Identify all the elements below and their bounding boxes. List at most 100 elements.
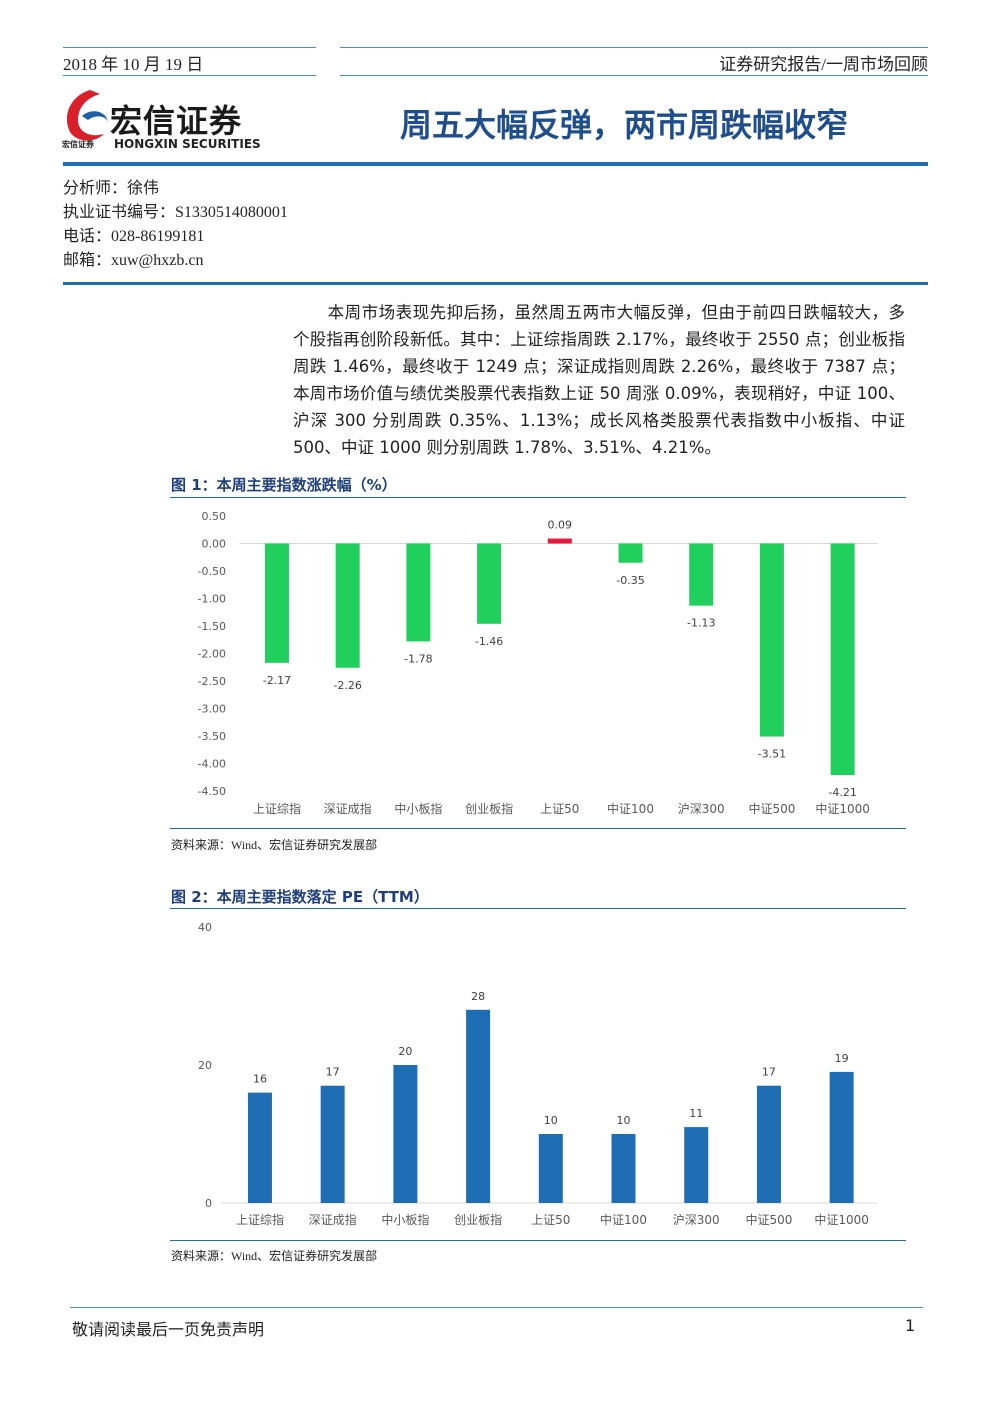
y-tick-label: -1.00 (198, 593, 226, 606)
bar (477, 543, 502, 624)
rule (170, 497, 906, 498)
bar (466, 1009, 491, 1203)
analyst-line: 电话：028-86199181 (63, 228, 205, 245)
x-tick-label: 中证500 (748, 801, 795, 816)
bar (618, 543, 643, 563)
x-tick-label: 深证成指 (309, 1212, 357, 1227)
value-label: -1.13 (687, 617, 715, 630)
y-tick-label: -2.50 (198, 675, 226, 688)
body-paragraph: 本周市场表现先抑后扬，虽然周五两市大幅反弹，但由于前四日跌幅较大，多个股指再创阶… (293, 303, 905, 457)
bar (756, 1085, 781, 1203)
bar (335, 543, 360, 668)
value-label: 11 (689, 1107, 703, 1120)
x-tick-label: 上证综指 (236, 1212, 284, 1227)
y-tick-label: 40 (198, 921, 212, 934)
rule (63, 75, 316, 76)
y-tick-label: 0 (205, 1197, 212, 1210)
bar (830, 543, 855, 776)
analyst-line: 邮箱：xuw@hxzb.cn (63, 252, 204, 269)
value-label: -1.46 (475, 635, 503, 648)
x-tick-label: 深证成指 (324, 801, 372, 816)
x-tick-label: 创业板指 (465, 801, 513, 816)
y-tick-label: -4.00 (198, 758, 226, 771)
y-tick-label: 0.00 (202, 538, 227, 551)
x-tick-label: 中小板指 (381, 1212, 429, 1227)
bar (320, 1085, 345, 1203)
analyst-info: 分析师：徐伟 执业证书编号：S1330514080001 电话：028-8619… (63, 177, 288, 273)
bar (684, 1127, 709, 1203)
bar (689, 543, 714, 606)
y-tick-label: 0.50 (202, 510, 227, 523)
bar (247, 1092, 272, 1203)
logo-text: 宏信证券 (110, 102, 243, 140)
value-label: -1.78 (404, 652, 432, 665)
rule (340, 47, 928, 48)
x-tick-label: 中证500 (745, 1212, 792, 1227)
bar (611, 1134, 636, 1203)
y-tick-label: -0.50 (198, 565, 226, 578)
figure-title: 图 1：本周主要指数涨跌幅（%） (171, 476, 397, 494)
value-label: 10 (617, 1114, 631, 1127)
x-tick-label: 中小板指 (394, 801, 442, 816)
y-tick-label: -3.00 (198, 703, 226, 716)
y-tick-label: -1.50 (198, 620, 226, 633)
value-label: -4.21 (828, 786, 856, 799)
value-label: 17 (326, 1066, 340, 1079)
figure-title: 图 2：本周主要指数落定 PE（TTM） (171, 888, 429, 906)
bar (406, 543, 431, 642)
x-tick-label: 创业板指 (454, 1212, 502, 1227)
x-tick-label: 沪深300 (673, 1213, 720, 1227)
rule (170, 908, 906, 909)
value-label: -2.26 (333, 679, 361, 692)
y-tick-label: 20 (198, 1059, 212, 1072)
logo-english: HONGXIN SECURITIES (114, 137, 261, 151)
value-label: 28 (471, 990, 485, 1003)
x-tick-label: 中证1000 (815, 801, 870, 816)
figure-source: 资料来源：Wind、宏信证券研究发展部 (171, 838, 378, 852)
rule (63, 162, 928, 166)
x-tick-label: 沪深300 (678, 802, 725, 816)
value-label: 16 (253, 1073, 267, 1086)
x-tick-label: 中证100 (607, 801, 654, 816)
bar (829, 1071, 854, 1203)
value-label: -0.35 (616, 574, 644, 587)
bar (538, 1134, 563, 1203)
y-tick-label: -2.00 (198, 648, 226, 661)
y-tick-label: -3.50 (198, 730, 226, 743)
analyst-line: 执业证书编号：S1330514080001 (63, 204, 288, 221)
value-label: 10 (544, 1114, 558, 1127)
report-title: 周五大幅反弹，两市周跌幅收窄 (400, 106, 849, 144)
value-label: 17 (762, 1066, 776, 1079)
bar (264, 543, 289, 663)
x-tick-label: 上证50 (531, 1213, 570, 1227)
x-tick-label: 中证100 (600, 1212, 647, 1227)
rule (170, 1240, 906, 1241)
bar (393, 1065, 418, 1203)
rule (170, 828, 906, 829)
bar (547, 538, 572, 544)
analyst-line: 分析师：徐伟 (63, 180, 160, 197)
figure-source: 资料来源：Wind、宏信证券研究发展部 (171, 1249, 378, 1263)
value-label: -3.51 (758, 748, 786, 761)
logo-small: 宏信证券 (62, 140, 94, 149)
rule (340, 75, 928, 76)
logo-mark (66, 90, 108, 141)
value-label: 0.09 (548, 519, 573, 532)
value-label: 20 (398, 1045, 412, 1058)
value-label: -2.17 (263, 674, 291, 687)
disclaimer: 敬请阅读最后一页免责声明 (72, 1320, 265, 1339)
rule (63, 282, 928, 285)
rule (70, 1307, 923, 1308)
x-tick-label: 上证综指 (253, 801, 301, 816)
x-tick-label: 中证1000 (814, 1212, 869, 1227)
rule (63, 47, 316, 48)
date: 2018 年 10 月 19 日 (63, 55, 204, 74)
x-tick-label: 上证50 (540, 802, 579, 816)
page-number: 1 (905, 1316, 916, 1335)
report-category: 证券研究报告/一周市场回顾 (719, 55, 928, 74)
bar (759, 543, 784, 737)
value-label: 19 (835, 1052, 849, 1065)
y-tick-label: -4.50 (198, 785, 226, 798)
